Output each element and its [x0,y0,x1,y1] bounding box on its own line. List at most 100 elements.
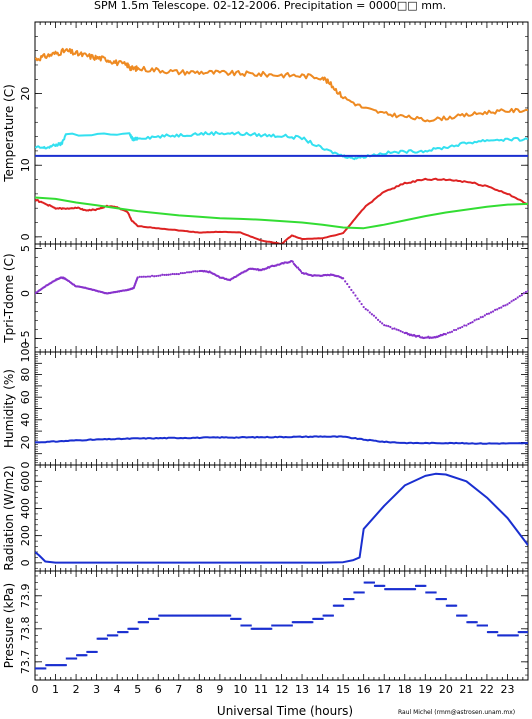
data-point [365,581,369,584]
data-point [136,276,139,279]
data-point [379,584,382,587]
data-point [134,627,137,630]
y-tick-label: 100 [19,342,32,363]
data-point [74,657,78,660]
data-point [218,614,221,617]
data-point [366,309,369,312]
data-point [318,617,321,620]
data-point [307,621,310,624]
data-point [281,624,284,627]
data-point [159,614,162,617]
data-point [438,598,442,601]
data-point [64,664,67,667]
data-point [513,634,516,637]
data-point [173,272,176,276]
data-point [169,273,172,276]
data-point [98,637,102,640]
data-point [303,621,306,624]
data-point [332,604,336,607]
data-point [423,584,426,587]
data-point [478,624,482,627]
y-axis-label: Pressure (kPa) [2,583,16,668]
data-point [96,637,99,640]
data-point [518,631,522,634]
data-point [240,624,243,627]
data-point [201,614,204,617]
data-point [372,314,376,317]
data-point [132,627,135,630]
data-point [336,604,339,607]
series-4 [35,177,528,244]
data-point [497,634,500,637]
data-point [469,321,472,325]
data-point [501,634,504,637]
data-point [487,312,491,315]
data-point [179,614,183,617]
data-point [339,604,342,607]
data-point [379,320,382,323]
data-point [104,637,107,640]
data-point [463,324,466,327]
data-point [82,654,86,657]
data-point [410,588,413,591]
data-point [231,617,234,620]
data-point [446,604,450,607]
data-point [464,614,467,617]
data-point [490,631,493,634]
data-point [267,627,271,630]
data-point [413,588,417,591]
y-tick-label: −5 [19,330,32,346]
data-point [203,614,207,617]
data-point [427,591,430,594]
data-point [460,614,463,617]
x-tick-label: 9 [216,683,223,696]
data-point [457,327,460,330]
data-point [448,604,451,607]
data-point [373,584,377,587]
data-point [171,272,174,276]
data-point [108,634,111,637]
data-point [153,617,156,620]
data-point [412,588,415,591]
data-point [236,617,240,620]
data-point [243,624,247,627]
data-point [401,330,404,334]
series-2 [35,130,528,161]
data-point [144,621,147,624]
data-point [154,617,158,620]
data-point [232,617,235,620]
data-point [520,294,523,297]
series-1 [35,581,528,670]
data-point [381,584,385,587]
data-point [459,326,462,329]
y-tick-label: 20 [19,87,32,101]
y-tick-label: 0 [19,290,32,297]
data-point [58,664,62,667]
x-tick-label: 11 [254,683,268,696]
series-line [35,472,528,564]
data-point [354,294,357,297]
data-point [146,621,150,624]
data-point [389,588,393,591]
data-point [391,327,394,330]
data-point [272,624,275,627]
data-point [142,621,145,624]
data-point [145,621,148,624]
data-point [68,657,71,660]
data-point [312,617,315,620]
data-point [181,271,184,275]
data-point [491,310,495,313]
data-point [224,614,227,617]
data-point [241,624,244,627]
y-tick-label: 73.8 [19,617,32,642]
data-point [470,621,474,624]
data-point [394,588,397,591]
y-axis-label: Tpri-Tdome (C) [2,253,16,343]
data-point [165,273,168,276]
data-point [327,614,330,617]
data-point [148,275,152,278]
x-tick-label: 7 [175,683,182,696]
data-point [97,637,100,640]
data-point [189,614,192,617]
